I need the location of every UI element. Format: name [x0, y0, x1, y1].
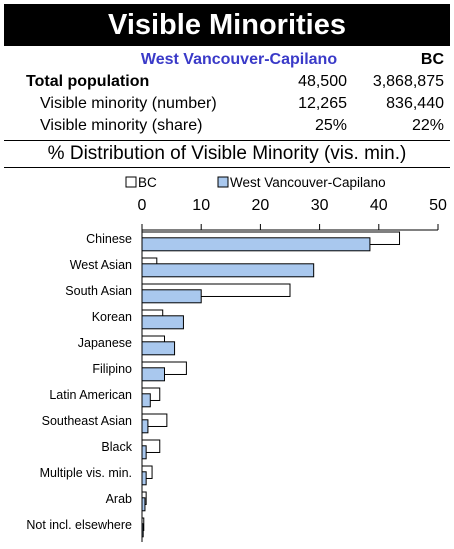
- category-label: South Asian: [65, 284, 132, 298]
- summary-row-region-value: 12,265: [298, 95, 347, 112]
- summary-row-bc-value: 3,868,875: [372, 73, 444, 90]
- bar-region: [141, 289, 202, 304]
- summary-header-region: West Vancouver-Capilano: [140, 51, 338, 68]
- bar-region: [141, 523, 144, 538]
- x-tick-label: 20: [252, 197, 270, 214]
- bar-region: [141, 367, 165, 382]
- summary-row-visible-minority-number: Visible minority (number) 12,265 836,440: [4, 94, 450, 114]
- bar-region: [141, 497, 146, 512]
- x-tick-label: 30: [311, 197, 329, 214]
- legend-swatch-bc: [125, 176, 137, 188]
- summary-row-visible-minority-share: Visible minority (share) 25% 22%: [4, 116, 450, 136]
- summary-row-bc-value: 836,440: [386, 95, 444, 112]
- x-tick-label: 40: [370, 197, 388, 214]
- bar-region: [141, 237, 371, 252]
- category-label: Black: [101, 440, 132, 454]
- category-label: Southeast Asian: [42, 414, 132, 428]
- bar-region: [141, 419, 149, 434]
- category-label: Multiple vis. min.: [40, 466, 132, 480]
- bar-region: [141, 393, 151, 408]
- legend-swatch-region: [217, 176, 229, 188]
- legend-label-bc: BC: [138, 175, 157, 190]
- bar-region: [141, 263, 315, 278]
- summary-row-label: Total population: [26, 73, 150, 90]
- category-label: Not incl. elsewhere: [26, 518, 132, 532]
- summary-row-label: Visible minority (number): [40, 95, 217, 112]
- summary-table: West Vancouver-Capilano BC Total populat…: [4, 46, 450, 138]
- category-label: Arab: [106, 492, 132, 506]
- category-label: Chinese: [86, 232, 132, 246]
- bar-region: [141, 445, 147, 460]
- category-label: Japanese: [78, 336, 132, 350]
- chart-title: Visible Minorities: [4, 4, 450, 46]
- category-label: Korean: [92, 310, 132, 324]
- x-tick-label: 0: [138, 197, 147, 214]
- summary-header-bc: BC: [420, 51, 444, 68]
- bar-chart: BC West Vancouver-Capilano 0 10 20 30 40 50 Chin…: [4, 168, 450, 544]
- summary-row-region-value: 25%: [314, 117, 347, 134]
- summary-row-total-population: Total population 48,500 3,868,875: [4, 72, 450, 92]
- x-tick-label: 10: [192, 197, 210, 214]
- bar-chart-svg: BC West Vancouver-Capilano 0 10 20 30 40 50 Chin…: [26, 175, 447, 542]
- category-label: Filipino: [92, 362, 132, 376]
- bar-region: [141, 315, 184, 330]
- legend-label-region: West Vancouver-Capilano: [230, 175, 386, 190]
- x-tick-label: 50: [429, 197, 447, 214]
- category-label: West Asian: [70, 258, 132, 272]
- summary-row-region-value: 48,500: [298, 73, 347, 90]
- category-label: Latin American: [49, 388, 132, 402]
- summary-header-row: West Vancouver-Capilano BC: [4, 50, 450, 70]
- bar-region: [141, 341, 176, 356]
- bar-region: [141, 471, 147, 486]
- summary-row-bc-value: 22%: [411, 117, 444, 134]
- summary-row-label: Visible minority (share): [40, 117, 203, 134]
- chart-subtitle: % Distribution of Visible Minority (vis.…: [4, 140, 450, 168]
